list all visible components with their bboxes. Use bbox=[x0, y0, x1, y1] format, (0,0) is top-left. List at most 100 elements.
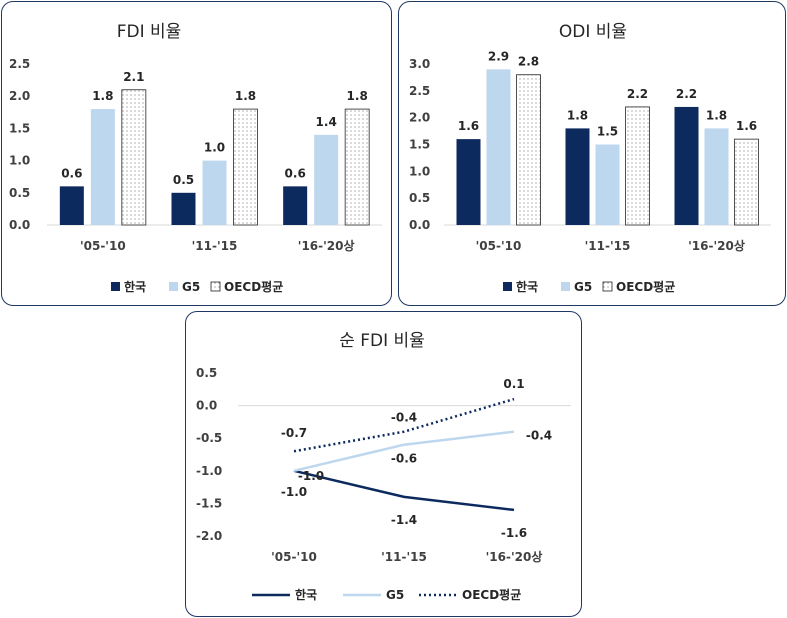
data-label: 1.0 bbox=[204, 141, 225, 155]
fdi-ratio-chart: FDI 비율 0.0 0.5 1.0 1.5 2.0 2.5 0.6 1.8 2.1 '05-'10… bbox=[9, 22, 382, 294]
x-tick-label: '11-'15 bbox=[585, 239, 631, 253]
data-label: -0.6 bbox=[391, 452, 417, 466]
bar bbox=[314, 134, 339, 225]
data-label: -0.7 bbox=[281, 426, 307, 440]
data-label: 1.8 bbox=[706, 108, 727, 122]
bar bbox=[121, 89, 147, 226]
y-tick-label: 1.5 bbox=[409, 138, 430, 152]
data-label: 2.2 bbox=[676, 87, 697, 101]
y-tick-label: 2.5 bbox=[9, 57, 30, 71]
legend-label: OECD평균 bbox=[462, 588, 521, 602]
bar bbox=[595, 144, 620, 225]
legend-label: OECD평균 bbox=[224, 280, 283, 294]
bar bbox=[516, 74, 541, 226]
legend-swatch bbox=[561, 282, 570, 291]
legend-label: G5 bbox=[386, 588, 404, 602]
data-label: 2.1 bbox=[123, 70, 144, 84]
legend-label: OECD평균 bbox=[616, 280, 675, 294]
bar bbox=[456, 139, 481, 225]
data-label: 0.6 bbox=[61, 166, 82, 180]
data-label: -1.0 bbox=[281, 485, 307, 499]
legend-swatch bbox=[169, 282, 178, 291]
x-tick-label: '16-'20상 bbox=[298, 238, 355, 253]
legend-label: 한국 bbox=[295, 587, 317, 602]
data-label: 1.8 bbox=[92, 89, 113, 103]
bar bbox=[674, 106, 699, 225]
x-tick-label: '05-'10 bbox=[476, 239, 522, 253]
bar bbox=[704, 128, 729, 225]
data-label: 1.4 bbox=[316, 115, 337, 129]
chart-title: 순 FDI 비율 bbox=[339, 331, 425, 351]
y-tick-label: 0.0 bbox=[409, 218, 430, 232]
x-tick-label: '16-'20상 bbox=[688, 238, 745, 253]
data-label: 1.8 bbox=[567, 108, 588, 122]
legend-swatch bbox=[602, 281, 613, 292]
y-tick-label: 0.5 bbox=[409, 191, 430, 205]
data-label: 2.8 bbox=[518, 55, 539, 69]
bar bbox=[565, 128, 590, 225]
y-tick-label: 2.5 bbox=[409, 84, 430, 98]
legend-label: G5 bbox=[574, 280, 592, 294]
data-label: 1.5 bbox=[597, 125, 618, 139]
net-fdi-ratio-panel: 순 FDI 비율 -2.0 -1.5 -1.0 -0.5 0.0 0.5 '05-'10 '11… bbox=[185, 311, 582, 617]
legend-swatch bbox=[503, 282, 512, 291]
data-label: 0.6 bbox=[285, 166, 306, 180]
data-label: -0.4 bbox=[526, 429, 552, 443]
legend-swatch bbox=[111, 282, 120, 291]
bar bbox=[59, 186, 84, 225]
fdi-ratio-panel: FDI 비율 0.0 0.5 1.0 1.5 2.0 2.5 0.6 1.8 2.1 '05-'10… bbox=[1, 1, 392, 306]
data-label: 2.2 bbox=[627, 87, 648, 101]
bar bbox=[171, 192, 196, 225]
x-tick-label: '05-'10 bbox=[271, 550, 317, 564]
y-tick-label: 1.0 bbox=[409, 164, 430, 178]
legend-label: 한국 bbox=[124, 279, 146, 294]
legend-swatch bbox=[210, 281, 221, 292]
series-line bbox=[293, 397, 515, 453]
data-label: 1.8 bbox=[347, 89, 368, 103]
bar bbox=[90, 109, 115, 225]
y-tick-label: -1.0 bbox=[196, 464, 222, 478]
odi-ratio-panel: ODI 비율 0.0 0.5 1.0 1.5 2.0 2.5 3.0 1.6 2.9 2.8 '05-… bbox=[398, 1, 786, 306]
y-tick-label: 0.0 bbox=[9, 218, 30, 232]
series-line bbox=[293, 430, 515, 473]
y-tick-label: -1.5 bbox=[196, 496, 222, 510]
data-label: 2.9 bbox=[488, 49, 509, 63]
data-label: -1.6 bbox=[501, 526, 527, 540]
net-fdi-ratio-chart: 순 FDI 비율 -2.0 -1.5 -1.0 -0.5 0.0 0.5 '05-'10 '11… bbox=[196, 331, 571, 602]
y-tick-label: 0.5 bbox=[196, 366, 217, 380]
x-tick-label: '11-'15 bbox=[192, 239, 238, 253]
legend-label: 한국 bbox=[516, 279, 538, 294]
data-label: -1.4 bbox=[391, 513, 417, 527]
bar bbox=[625, 106, 650, 226]
legend-label: G5 bbox=[182, 280, 200, 294]
bar bbox=[202, 160, 227, 225]
odi-ratio-chart: ODI 비율 0.0 0.5 1.0 1.5 2.0 2.5 3.0 1.6 2.9 2.8 '05-… bbox=[409, 22, 771, 294]
bar bbox=[233, 108, 258, 226]
data-label: -0.4 bbox=[391, 411, 417, 425]
data-label: 0.5 bbox=[173, 173, 194, 187]
y-tick-label: 1.0 bbox=[9, 154, 30, 168]
chart-title: FDI 비율 bbox=[117, 22, 182, 42]
data-label: 1.6 bbox=[736, 119, 757, 133]
bar bbox=[734, 138, 759, 226]
y-tick-label: 0.5 bbox=[9, 186, 30, 200]
x-tick-label: '16-'20상 bbox=[486, 549, 543, 564]
y-tick-label: 2.0 bbox=[9, 89, 30, 103]
bar bbox=[283, 186, 308, 225]
y-tick-label: 0.0 bbox=[196, 399, 217, 413]
y-tick-label: -2.0 bbox=[196, 529, 222, 543]
data-label: -1.0 bbox=[298, 469, 324, 483]
bar bbox=[486, 69, 511, 225]
data-label: 1.8 bbox=[235, 89, 256, 103]
y-tick-label: 3.0 bbox=[409, 57, 430, 71]
y-tick-label: 1.5 bbox=[9, 121, 30, 135]
series-line bbox=[293, 469, 515, 512]
y-tick-label: 2.0 bbox=[409, 111, 430, 125]
bar bbox=[344, 108, 370, 226]
data-label: 0.1 bbox=[503, 377, 524, 391]
y-tick-label: -0.5 bbox=[196, 431, 222, 445]
chart-title: ODI 비율 bbox=[559, 22, 627, 42]
data-label: 1.6 bbox=[458, 119, 479, 133]
x-tick-label: '11-'15 bbox=[381, 550, 427, 564]
x-tick-label: '05-'10 bbox=[80, 239, 126, 253]
